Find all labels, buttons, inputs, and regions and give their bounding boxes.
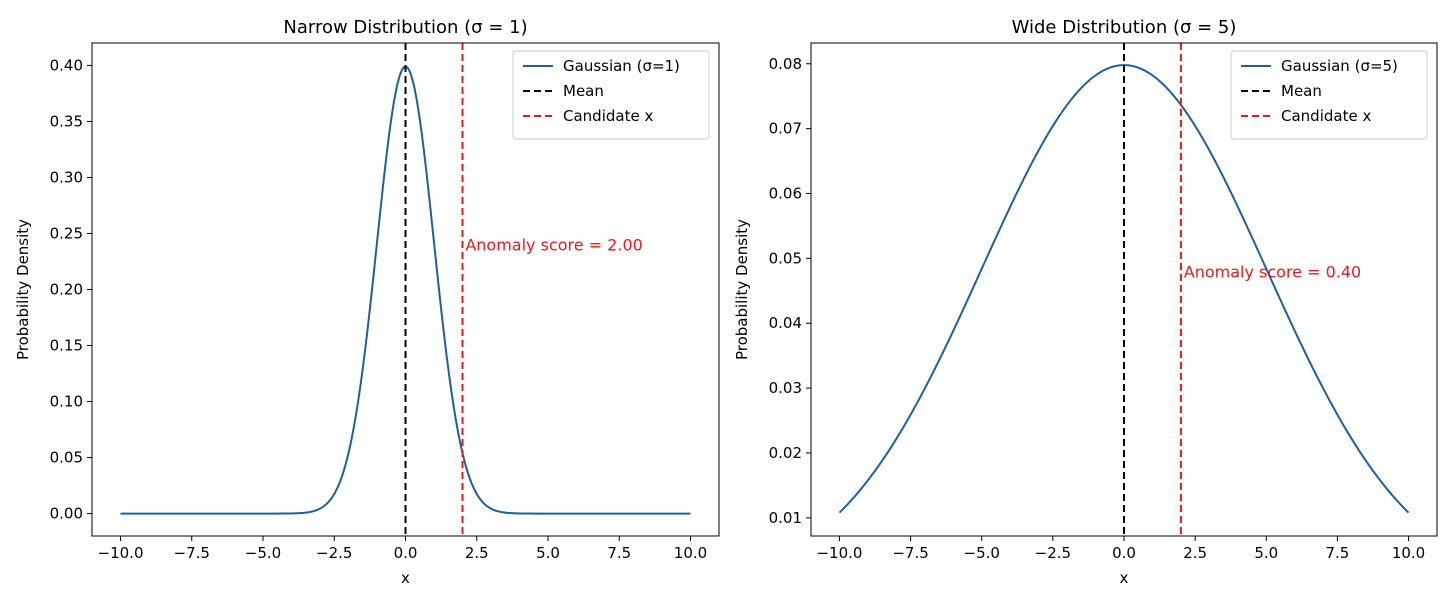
x-tick-label: −7.5 [892,544,928,562]
legend: Gaussian (σ=5) Mean Candidate x [1230,50,1428,140]
x-tick-label: 7.5 [1325,544,1349,562]
x-tick-label: −7.5 [174,544,210,562]
y-tick-label: 0.30 [50,168,83,186]
y-tick-label: 0.07 [769,120,802,138]
y-tick-label: 0.02 [769,444,802,462]
x-tick-label: −2.5 [1035,544,1071,562]
x-tick-label: −5.0 [245,544,281,562]
chart-panel-1: Narrow Distribution (σ = 1) Anomaly score… [14,17,720,587]
chart-panel-2: Wide Distribution (σ = 5) Anomaly score =… [733,17,1438,587]
anomaly-score-annotation: Anomaly score = 2.00 [465,236,642,255]
x-tick-label: −10.0 [98,544,144,562]
x-axis-label: x [1120,569,1129,587]
legend: Gaussian (σ=1) Mean Candidate x [512,50,710,140]
legend-label: Candidate x [563,107,653,125]
legend-label: Gaussian (σ=5) [1281,57,1398,75]
legend-box [512,50,710,140]
x-tick-label: 0.0 [394,544,418,562]
y-tick-label: 0.25 [50,224,83,242]
y-axis-label: Probability Density [733,219,751,360]
y-tick-label: 0.35 [50,112,83,130]
chart-title: Narrow Distribution (σ = 1) [283,17,527,38]
x-tick-label: −2.5 [316,544,352,562]
x-tick-label: 0.0 [1112,544,1136,562]
x-tick-label: 10.0 [1392,544,1425,562]
y-tick-label: 0.08 [769,55,802,73]
y-axis-label: Probability Density [14,219,32,360]
x-tick-label: 7.5 [607,544,631,562]
y-tick-label: 0.06 [769,184,802,202]
x-tick-label: −10.0 [816,544,862,562]
legend-label: Gaussian (σ=1) [563,57,680,75]
x-tick-label: 10.0 [674,544,707,562]
x-tick-label: 5.0 [1254,544,1278,562]
x-tick-label: 2.5 [465,544,489,562]
x-tick-label: −5.0 [964,544,1000,562]
y-tick-label: 0.10 [50,393,83,411]
y-tick-label: 0.40 [50,56,83,74]
y-tick-label: 0.20 [50,281,83,299]
legend-label: Candidate x [1281,107,1371,125]
y-tick-label: 0.01 [769,509,802,527]
y-tick-label: 0.04 [769,314,802,332]
legend-label: Mean [563,82,604,100]
y-tick-label: 0.05 [50,449,83,467]
y-tick-label: 0.00 [50,505,83,523]
x-tick-label: 2.5 [1183,544,1207,562]
y-tick-label: 0.05 [769,249,802,267]
y-tick-label: 0.03 [769,379,802,397]
x-axis-label: x [401,569,410,587]
legend-label: Mean [1281,82,1322,100]
y-tick-label: 0.15 [50,337,83,355]
x-tick-label: 5.0 [536,544,560,562]
anomaly-score-annotation: Anomaly score = 0.40 [1184,262,1361,281]
chart-title: Wide Distribution (σ = 5) [1012,17,1237,38]
legend-box [1230,50,1428,140]
